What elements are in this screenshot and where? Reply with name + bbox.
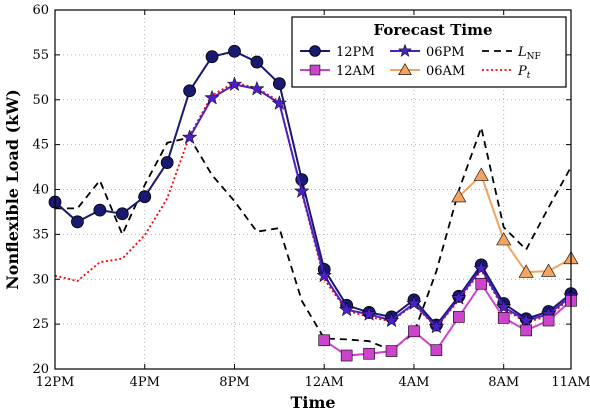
- series-point: [316, 267, 333, 283]
- series-point: [385, 345, 398, 357]
- legend: Forecast Time 12PM 06PM LNF 12AM 06AM Pt: [291, 16, 567, 88]
- plot-frame: [54, 9, 572, 370]
- series-line: [55, 124, 572, 352]
- x-tick-label: 4PM: [130, 375, 160, 390]
- x-tick-label: 12PM: [36, 375, 75, 390]
- series-point: [272, 77, 286, 90]
- y-axis-title: Nonflexible Load (kW): [3, 89, 22, 290]
- series-point: [93, 203, 107, 217]
- series-point: [205, 50, 219, 64]
- series-point: [293, 183, 310, 198]
- legend-label: 06PM: [426, 45, 465, 60]
- x-axis-title: Time: [290, 393, 335, 412]
- legend-entry: LNF: [482, 45, 541, 62]
- series-point: [430, 344, 443, 356]
- x-tick-label: 8AM: [488, 375, 519, 390]
- y-tick-label: 60: [32, 3, 49, 18]
- series-point: [475, 277, 488, 290]
- series-point: [518, 312, 534, 328]
- series-point: [115, 207, 129, 221]
- series-point: [338, 301, 355, 317]
- series-06am: [451, 167, 579, 278]
- series-point: [408, 325, 420, 338]
- series-point: [398, 63, 412, 76]
- legend-entry: 12PM: [300, 45, 375, 60]
- series-point: [397, 43, 413, 58]
- series-point: [520, 324, 532, 337]
- series-point: [309, 45, 321, 57]
- series-point: [450, 289, 467, 305]
- series-point: [406, 295, 422, 311]
- series-point: [183, 84, 197, 98]
- y-tick-label: 40: [32, 183, 49, 198]
- legend-label: 12PM: [336, 45, 375, 60]
- series-line: [54, 50, 572, 327]
- legend-label: Pt: [517, 64, 531, 81]
- axis-ticks: 20 25 30 35 40 45 50 55 60 12PM 4PM 8PM 12AM 4AM 8AM 11…: [32, 3, 590, 390]
- legend-entry: 12AM: [300, 64, 375, 79]
- series-point: [363, 347, 375, 360]
- series-point: [453, 311, 465, 323]
- legend-label: LNF: [517, 45, 541, 62]
- series-point: [473, 260, 490, 276]
- y-tick-label: 55: [32, 48, 49, 63]
- legend-entry: Pt: [482, 64, 531, 81]
- series-point: [541, 263, 557, 277]
- series-point: [160, 156, 174, 169]
- series-point: [250, 55, 264, 69]
- series-point: [518, 264, 534, 278]
- y-tick-label: 35: [32, 227, 49, 242]
- series-point: [542, 314, 555, 327]
- series-point: [228, 44, 241, 58]
- y-tick-label: 25: [32, 317, 49, 332]
- series-06pm: [181, 76, 579, 334]
- series-point: [451, 189, 467, 203]
- x-tick-label: 12AM: [305, 375, 344, 390]
- series-12pm: [48, 44, 578, 332]
- series-point: [495, 298, 512, 314]
- x-tick-label: 11AM: [551, 375, 590, 390]
- legend-box: [291, 16, 567, 88]
- series-point: [496, 232, 512, 246]
- series-point: [318, 334, 331, 347]
- y-tick-label: 45: [32, 138, 49, 153]
- series-l-nf: [55, 124, 572, 352]
- series-12am: [318, 277, 577, 362]
- legend-label: 12AM: [336, 64, 375, 79]
- series-point: [361, 305, 377, 321]
- y-tick-label: 30: [32, 272, 49, 287]
- series-point: [181, 129, 198, 145]
- y-tick-label: 50: [32, 93, 49, 108]
- series-point: [428, 318, 445, 334]
- series-point: [383, 312, 400, 328]
- x-tick-label: 4AM: [398, 375, 429, 390]
- series-point: [71, 215, 84, 229]
- series-point: [473, 167, 489, 181]
- series-point: [226, 76, 243, 92]
- x-tick-label: 8PM: [219, 375, 249, 390]
- legend-title: Forecast Time: [373, 21, 492, 39]
- series-point: [309, 64, 321, 76]
- series-point: [497, 312, 510, 324]
- series-line: [188, 83, 572, 329]
- legend-label: 06AM: [426, 64, 465, 79]
- series-point: [340, 349, 353, 362]
- legend-entry: 06PM: [390, 43, 465, 60]
- series-point: [204, 89, 220, 105]
- series-point: [138, 190, 152, 204]
- legend-entry: 06AM: [390, 63, 465, 79]
- series-point: [249, 80, 265, 96]
- series-point: [271, 95, 288, 111]
- y-tick-label: 20: [32, 362, 49, 377]
